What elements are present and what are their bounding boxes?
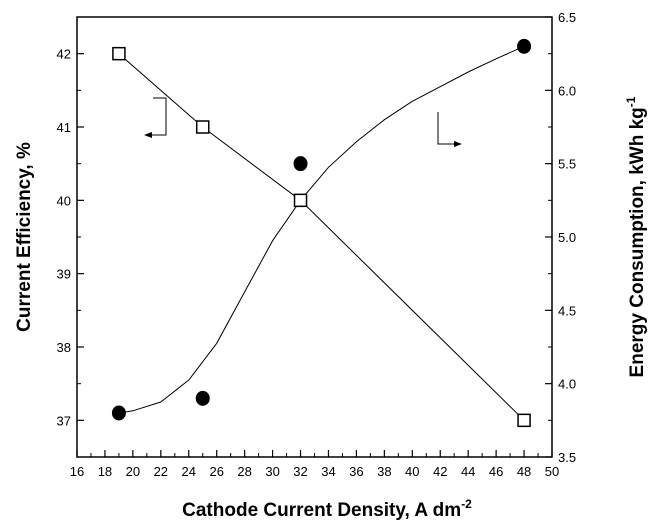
right-tick-label: 4.5 (558, 303, 576, 318)
x-tick-label: 36 (349, 464, 363, 479)
x-tick-label: 28 (237, 464, 251, 479)
plot-frame (76, 16, 553, 458)
x-tick-label: 20 (126, 464, 140, 479)
energy-fit-line (118, 53, 525, 421)
x-tick-label: 46 (489, 464, 503, 479)
x-tick-label: 38 (377, 464, 391, 479)
x-tick-label: 48 (517, 464, 531, 479)
right-tick-label: 6.5 (558, 10, 576, 25)
x-tick-label: 18 (98, 464, 112, 479)
x-tick-label: 40 (405, 464, 419, 479)
x-tick-label: 50 (545, 464, 559, 479)
left-arrow-head (144, 132, 152, 138)
right-axis-arrow (437, 112, 458, 145)
left-axis-ticks: 37 38 39 40 41 42 (57, 16, 84, 458)
right-tick-label: 5.0 (558, 230, 576, 245)
left-tick-label: 38 (57, 340, 71, 355)
x-axis-ticks: 16 18 20 22 24 26 28 30 32 34 36 38 40 42 44 46 48 50 (70, 450, 559, 479)
energy-point-square (293, 193, 308, 208)
x-tick-label: 34 (321, 464, 335, 479)
efficiency-fit-curve (118, 45, 525, 414)
left-tick-label: 40 (57, 193, 71, 208)
left-tick-label: 41 (57, 120, 71, 135)
right-arrow-head (454, 141, 462, 147)
x-tick-label: 32 (293, 464, 307, 479)
x-axis-title: Cathode Current Density, A dm-2 (182, 497, 472, 521)
left-tick-label: 39 (57, 267, 71, 282)
efficiency-point-circle (517, 38, 532, 54)
right-tick-label: 6.0 (558, 83, 576, 98)
left-tick-label: 37 (57, 413, 71, 428)
right-axis-ticks: 3.5 4.0 4.5 5.0 5.5 6.0 6.5 (545, 10, 576, 465)
energy-point-square (112, 46, 126, 61)
left-axis-arrow (148, 97, 167, 136)
x-tick-label: 16 (70, 464, 84, 479)
x-tick-label: 42 (433, 464, 447, 479)
energy-point-square (517, 413, 531, 428)
right-tick-label: 5.5 (558, 157, 576, 172)
right-tick-label: 4.0 (558, 377, 576, 392)
left-axis-title: Current Efficiency, % (14, 142, 35, 332)
efficiency-point-circle (195, 390, 210, 406)
left-tick-label: 42 (57, 47, 71, 62)
annotation-layer (144, 97, 462, 147)
x-tick-label: 30 (265, 464, 279, 479)
right-axis-title: Energy Consumption, kWh kg-1 (624, 96, 648, 377)
energy-point-square (195, 120, 210, 134)
x-tick-label: 44 (461, 464, 475, 479)
series-layer (111, 38, 532, 428)
x-tick-label: 26 (209, 464, 223, 479)
x-tick-label: 22 (154, 464, 168, 479)
x-tick-label: 24 (182, 464, 196, 479)
right-tick-label: 3.5 (558, 450, 576, 465)
efficiency-point-circle (293, 156, 308, 172)
efficiency-point-circle (111, 405, 126, 421)
